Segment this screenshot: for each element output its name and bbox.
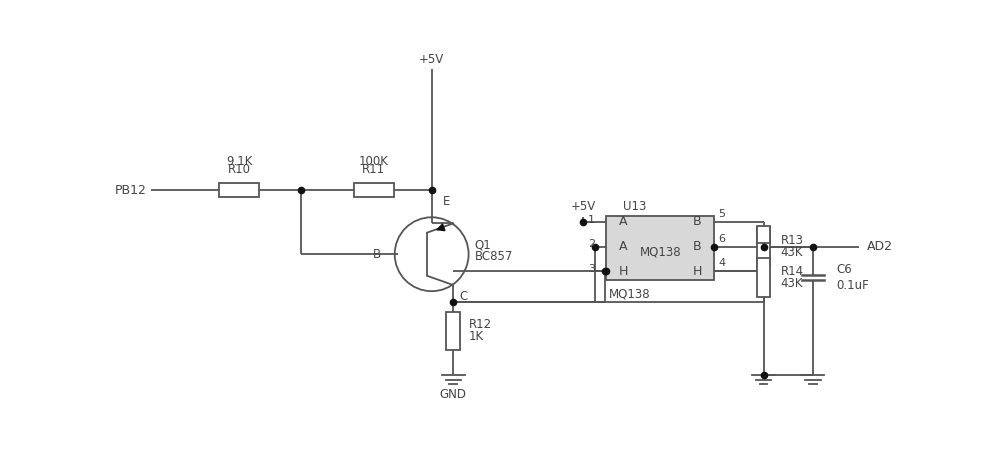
Text: A: A — [619, 240, 628, 253]
Text: 43K: 43K — [780, 277, 803, 290]
Text: R12: R12 — [469, 318, 492, 331]
Text: H: H — [619, 265, 628, 278]
Text: A: A — [619, 215, 628, 228]
Text: 43K: 43K — [780, 246, 803, 259]
Text: C6: C6 — [836, 263, 852, 276]
Text: B: B — [373, 248, 381, 261]
Text: BC857: BC857 — [475, 250, 513, 263]
Text: H: H — [693, 265, 702, 278]
Text: B: B — [693, 215, 702, 228]
Text: R14: R14 — [780, 265, 804, 278]
Text: U13: U13 — [623, 200, 647, 213]
Bar — [606, 216, 714, 281]
Text: 9.1K: 9.1K — [226, 155, 252, 168]
Text: GND: GND — [440, 388, 467, 401]
Bar — [446, 312, 460, 350]
Text: MQ138: MQ138 — [640, 245, 681, 258]
Text: 6: 6 — [718, 234, 725, 244]
Bar — [757, 258, 770, 297]
Bar — [354, 183, 394, 197]
Text: 5: 5 — [718, 209, 725, 219]
Text: R11: R11 — [362, 163, 385, 176]
Text: 4: 4 — [718, 258, 725, 269]
Text: R10: R10 — [228, 163, 251, 176]
Text: C: C — [459, 290, 468, 303]
Bar — [757, 227, 770, 266]
Text: AD2: AD2 — [867, 240, 893, 253]
Text: 0.1uF: 0.1uF — [836, 279, 869, 292]
Text: 2: 2 — [588, 239, 595, 249]
Text: +5V: +5V — [571, 200, 596, 213]
Bar — [219, 183, 259, 197]
Text: 3: 3 — [588, 264, 595, 274]
Text: 100K: 100K — [359, 155, 389, 168]
Text: PB12: PB12 — [115, 184, 147, 197]
Text: MQ138: MQ138 — [609, 288, 650, 301]
Text: +5V: +5V — [419, 53, 444, 66]
Text: R13: R13 — [780, 234, 803, 247]
Text: 1: 1 — [588, 214, 595, 225]
Text: E: E — [443, 195, 451, 208]
Text: B: B — [693, 240, 702, 253]
Bar — [757, 226, 770, 243]
Text: 1K: 1K — [469, 331, 484, 344]
Text: Q1: Q1 — [475, 238, 492, 251]
